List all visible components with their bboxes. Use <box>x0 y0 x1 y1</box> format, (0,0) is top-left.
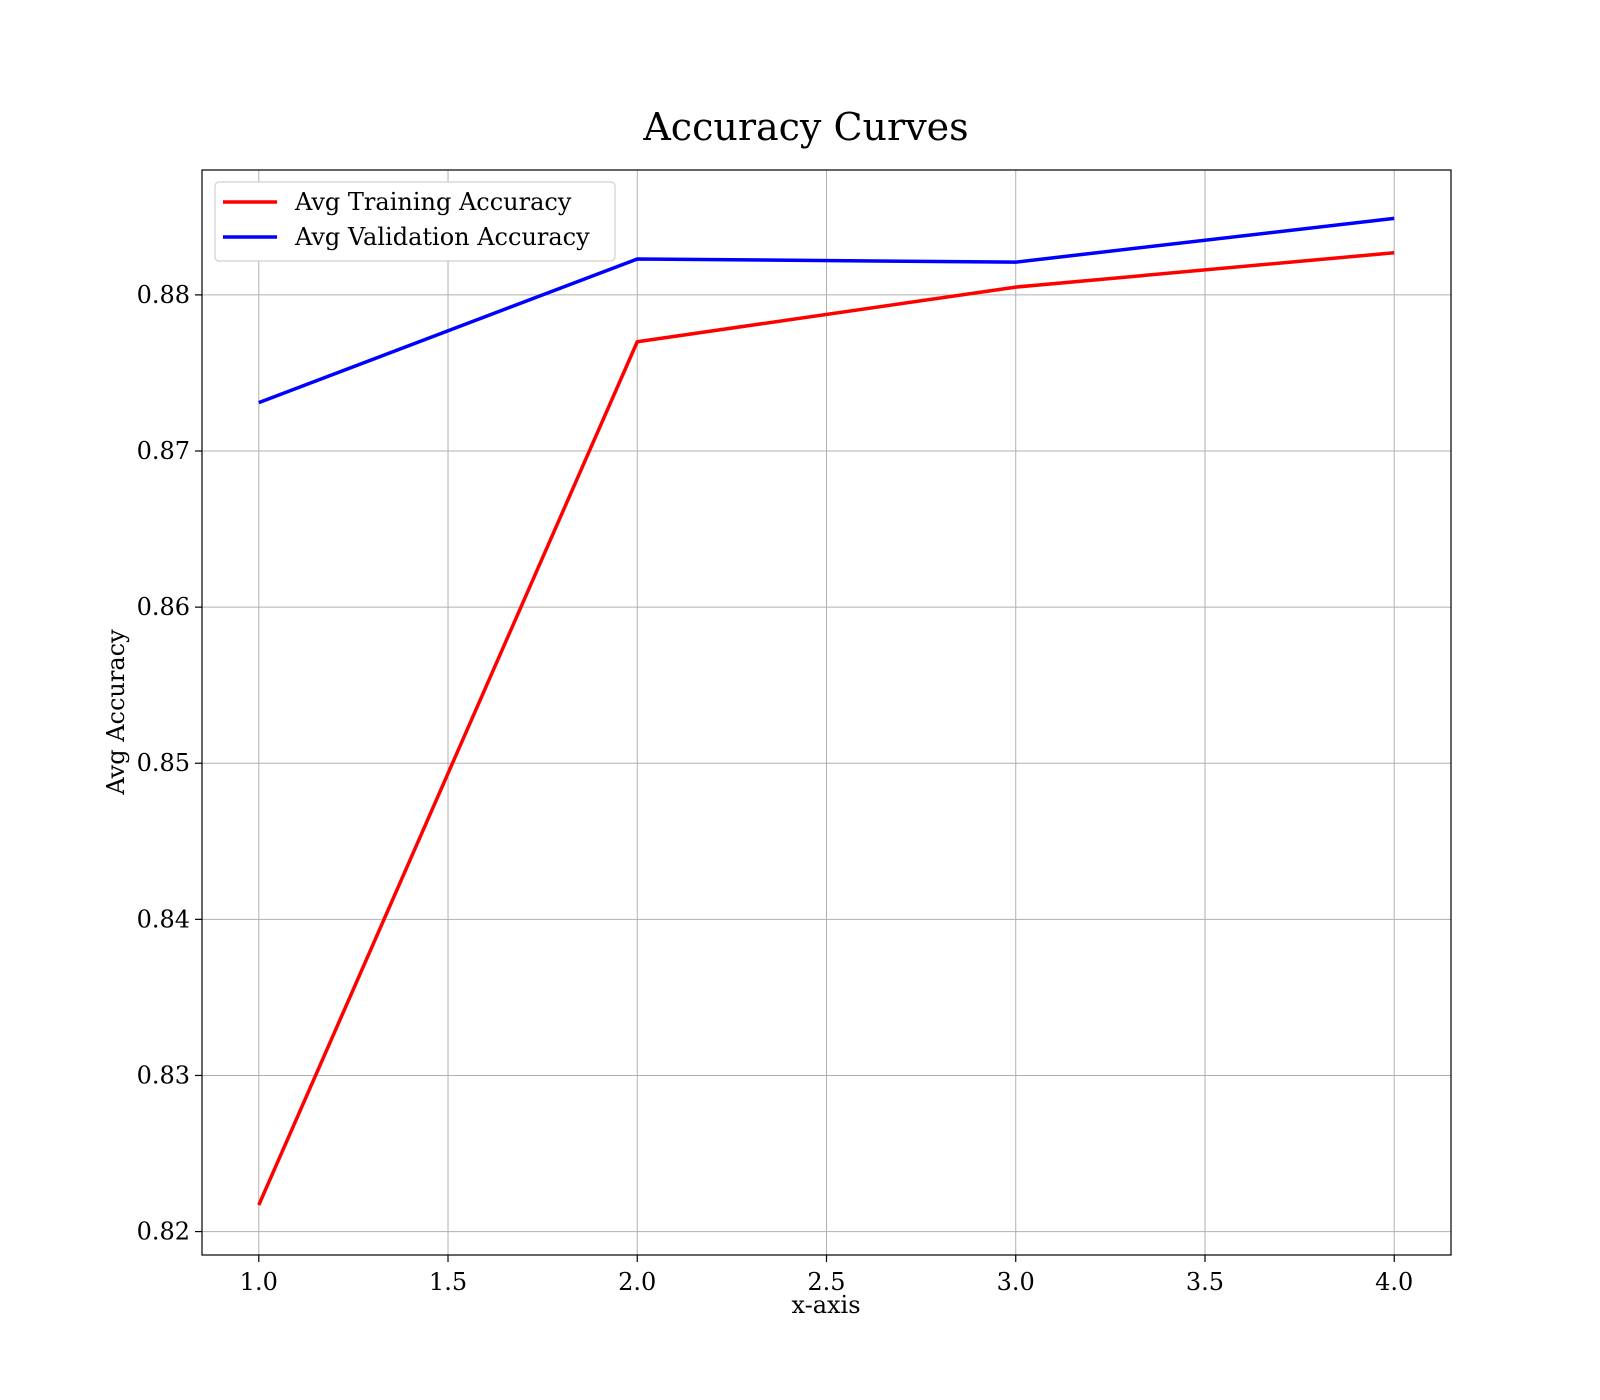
tick-layer: 1.0 1.5 2.0 2.5 3.0 3.5 4.0 0.82 0.83 0.84 0.85 0.8… <box>137 281 1414 1296</box>
x-tick-label: 1.0 <box>240 1268 278 1296</box>
x-axis-label: x-axis <box>791 1291 860 1319</box>
x-tick-label: 4.0 <box>1375 1268 1413 1296</box>
legend-label: Avg Training Accuracy <box>294 188 572 216</box>
y-tick-label: 0.87 <box>137 437 190 465</box>
y-tick-label: 0.85 <box>137 749 190 777</box>
x-tick-label: 1.5 <box>429 1268 467 1296</box>
y-axis-label: Avg Accuracy <box>102 629 130 796</box>
series-line-validation <box>258 216 1395 405</box>
x-tick-label: 3.5 <box>1186 1268 1224 1296</box>
x-tick-label: 2.5 <box>807 1268 845 1296</box>
series-line-training <box>257 250 1395 1206</box>
y-tick-label: 0.86 <box>137 593 190 621</box>
y-tick-label: 0.82 <box>137 1218 190 1246</box>
y-tick-label: 0.88 <box>137 281 190 309</box>
legend-label: Avg Validation Accuracy <box>294 223 590 251</box>
legend-box <box>214 181 616 262</box>
x-tick-label: 3.0 <box>997 1268 1035 1296</box>
chart-title: Accuracy Curves <box>642 105 968 149</box>
x-tick-label: 2.0 <box>618 1268 656 1296</box>
series-layer <box>257 216 1395 1206</box>
y-tick-label: 0.83 <box>137 1061 190 1089</box>
grid-layer <box>202 170 1451 1255</box>
y-tick-label: 0.84 <box>137 905 190 933</box>
legend: Avg Training Accuracy Avg Validation Accu… <box>214 181 616 262</box>
